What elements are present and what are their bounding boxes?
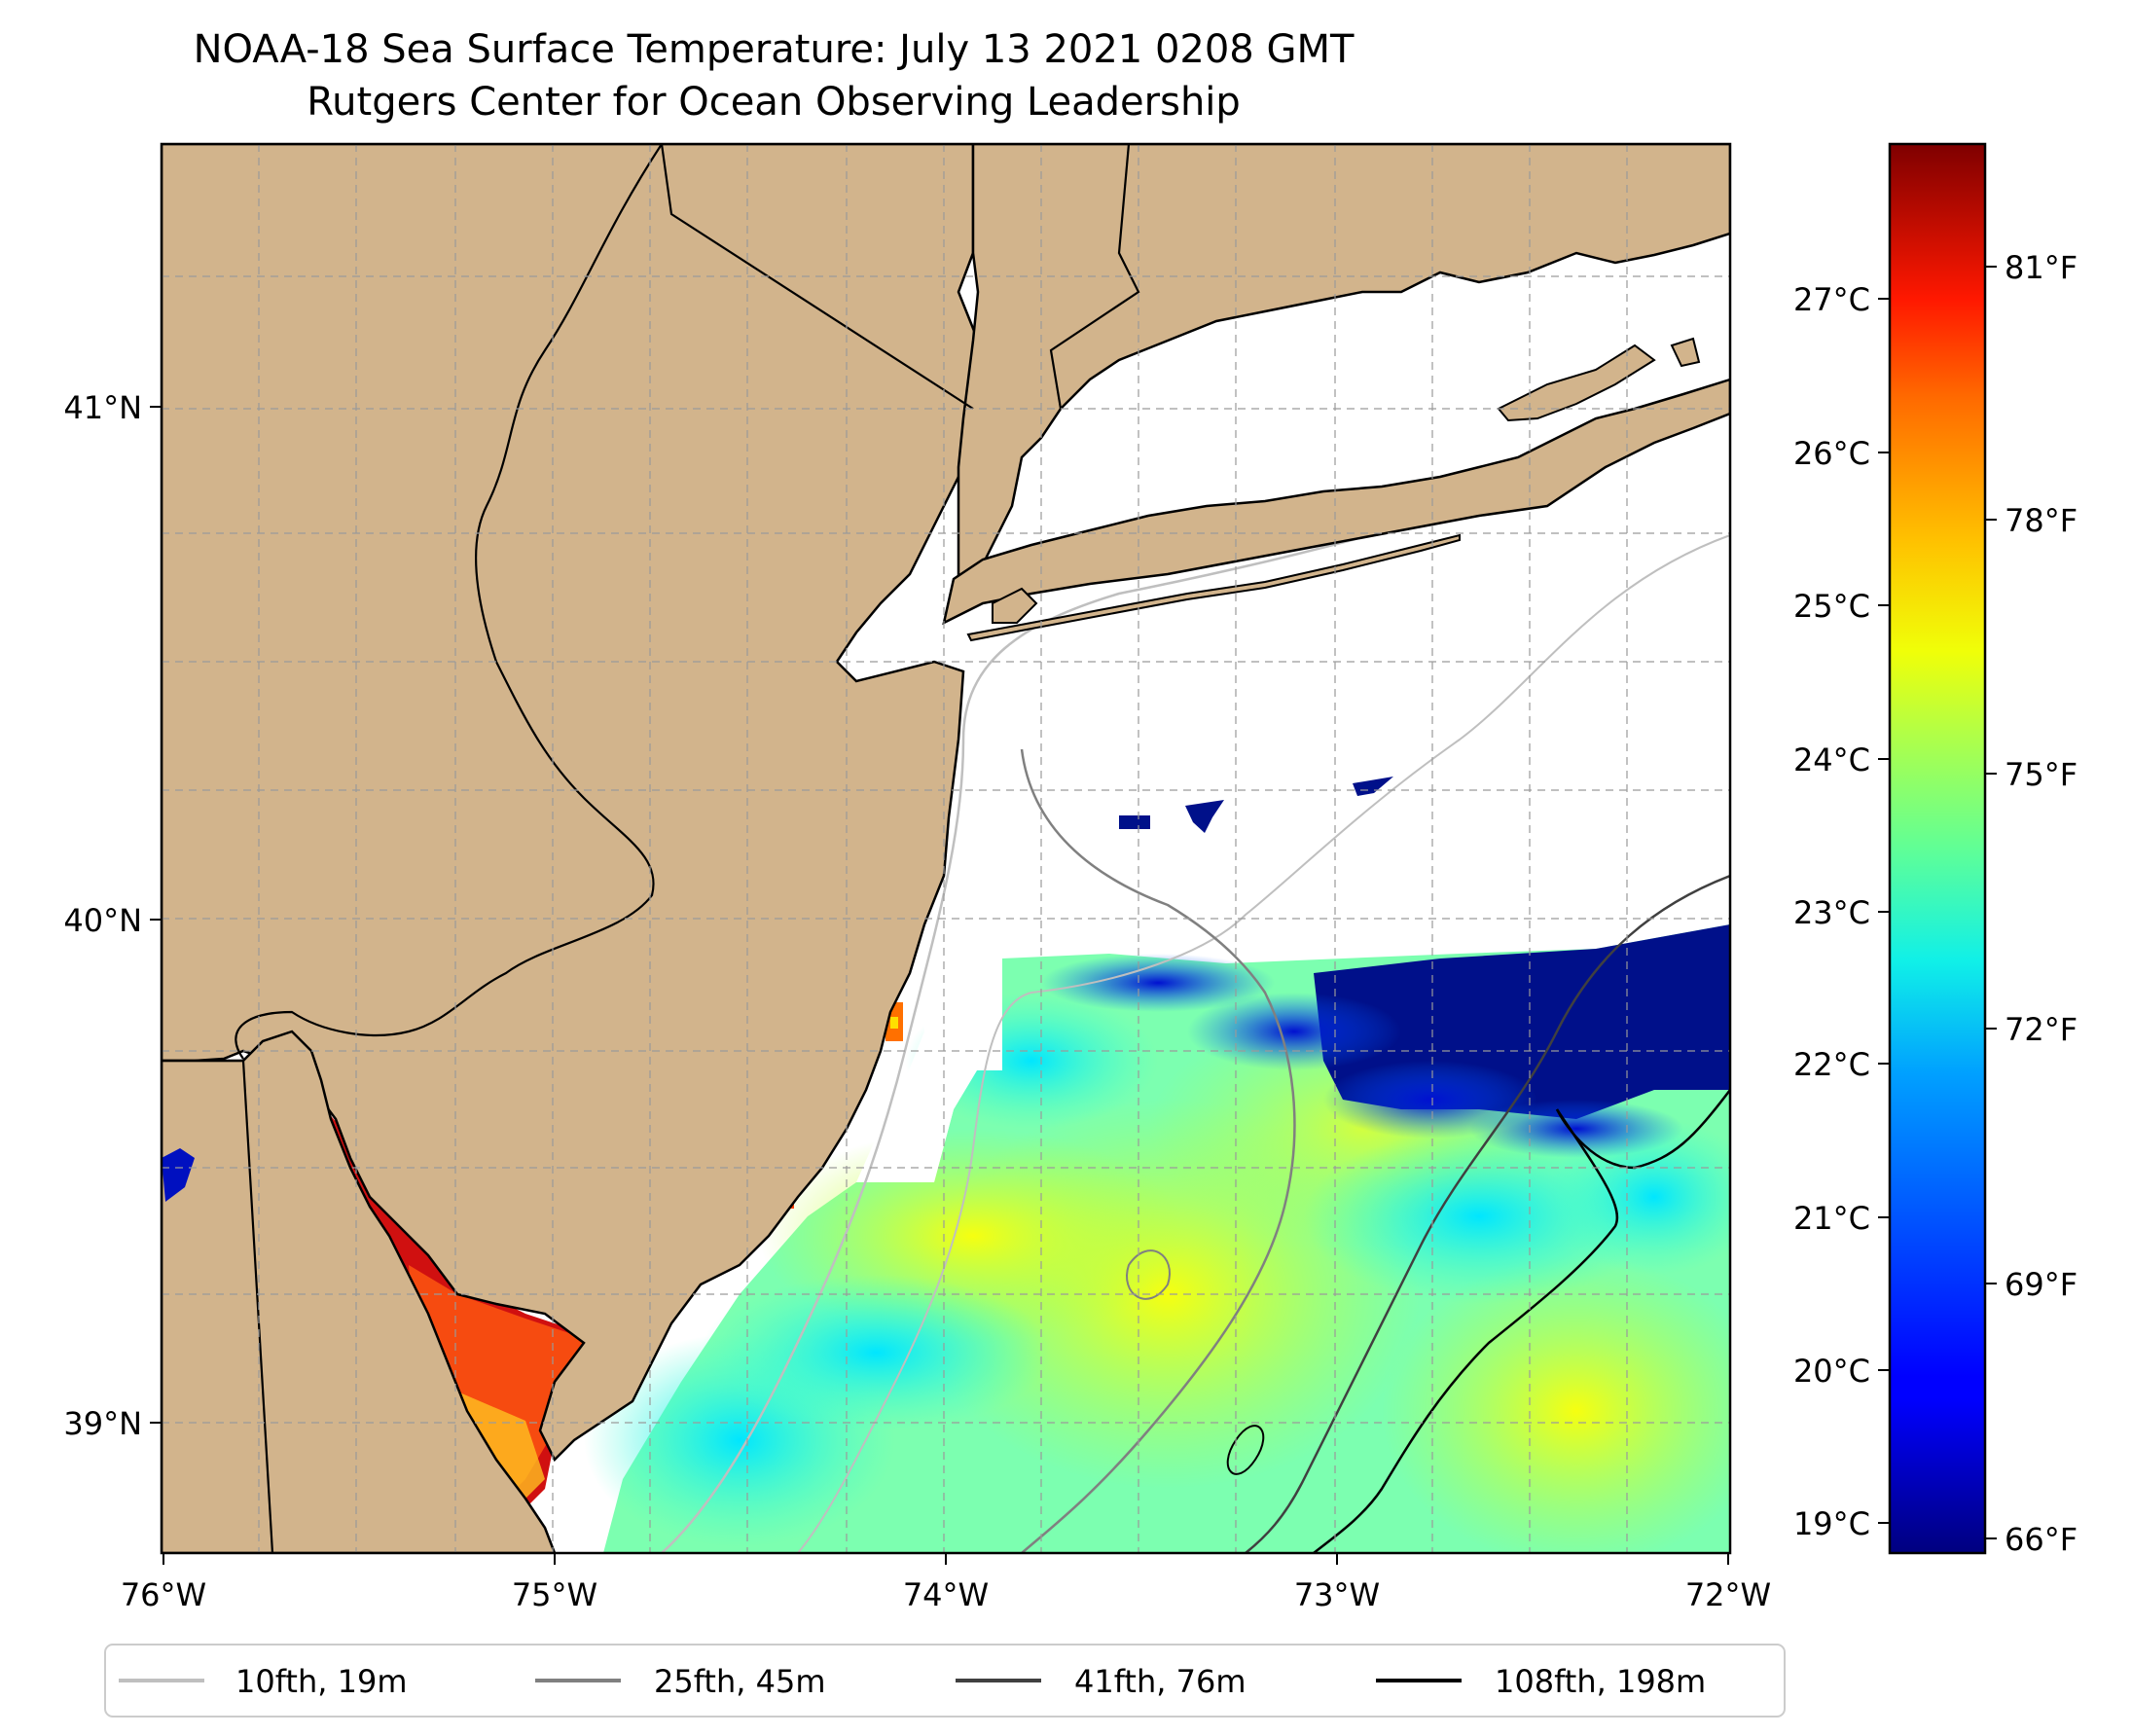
celsius-tick: 25°C — [1793, 588, 1870, 625]
x-axis-ticks — [163, 1553, 1729, 1565]
fahrenheit-tick: 78°F — [2005, 502, 2078, 539]
fahrenheit-tick-labels: 66°F 69°F 72°F 75°F 78°F 81°F — [2005, 249, 2078, 1558]
fahrenheit-tick: 72°F — [2005, 1011, 2078, 1048]
legend-label-10fth: 10fth, 19m — [235, 1663, 407, 1700]
y-axis-labels: 41°N 40°N 39°N — [63, 389, 142, 1442]
legend-label-108fth: 108fth, 198m — [1495, 1663, 1706, 1700]
x-tick-label: 74°W — [903, 1576, 989, 1613]
fahrenheit-tick: 75°F — [2005, 756, 2078, 793]
y-axis-ticks — [150, 406, 162, 1424]
celsius-tick: 24°C — [1793, 741, 1870, 778]
x-tick-label: 75°W — [512, 1576, 597, 1613]
land — [162, 144, 1730, 1553]
legend-box — [104, 1644, 1786, 1718]
legend-label-25fth: 25fth, 45m — [654, 1663, 825, 1700]
legend-label-41fth: 41fth, 76m — [1074, 1663, 1246, 1700]
fahrenheit-tick: 81°F — [2005, 249, 2078, 286]
celsius-tick: 23°C — [1793, 894, 1870, 931]
y-tick-label: 39°N — [63, 1405, 142, 1442]
fahrenheit-tick: 66°F — [2005, 1521, 2078, 1558]
celsius-tick: 26°C — [1793, 435, 1870, 472]
legend: 10fth, 19m 25fth, 45m 41fth, 76m 108fth,… — [104, 1644, 1786, 1718]
state-borders — [162, 144, 1140, 1553]
map-subtitle: Rutgers Center for Ocean Observing Leade… — [307, 80, 1241, 125]
y-tick-label: 40°N — [63, 902, 142, 939]
celsius-tick-labels: 19°C 20°C 21°C 22°C 23°C 24°C 25°C 26°C … — [1793, 281, 1870, 1542]
map-canvas — [162, 144, 1730, 1553]
colorbar: 19°C 20°C 21°C 22°C 23°C 24°C 25°C 26°C … — [1793, 142, 2078, 1558]
x-tick-label: 72°W — [1685, 1576, 1771, 1613]
x-tick-label: 73°W — [1294, 1576, 1380, 1613]
celsius-tick: 22°C — [1793, 1046, 1870, 1083]
celsius-tick: 27°C — [1793, 281, 1870, 318]
y-tick-label: 41°N — [63, 389, 142, 426]
colorbar-gradient — [1888, 142, 1987, 1555]
celsius-tick: 20°C — [1793, 1353, 1870, 1390]
x-axis-labels: 76°W 75°W 74°W 73°W 72°W — [121, 1576, 1771, 1613]
celsius-tick: 21°C — [1793, 1200, 1870, 1237]
celsius-tick: 19°C — [1793, 1505, 1870, 1542]
gridlines — [162, 144, 1730, 1553]
map-title: NOAA-18 Sea Surface Temperature: July 13… — [193, 27, 1355, 72]
x-tick-label: 76°W — [121, 1576, 206, 1613]
fahrenheit-tick: 69°F — [2005, 1266, 2078, 1303]
